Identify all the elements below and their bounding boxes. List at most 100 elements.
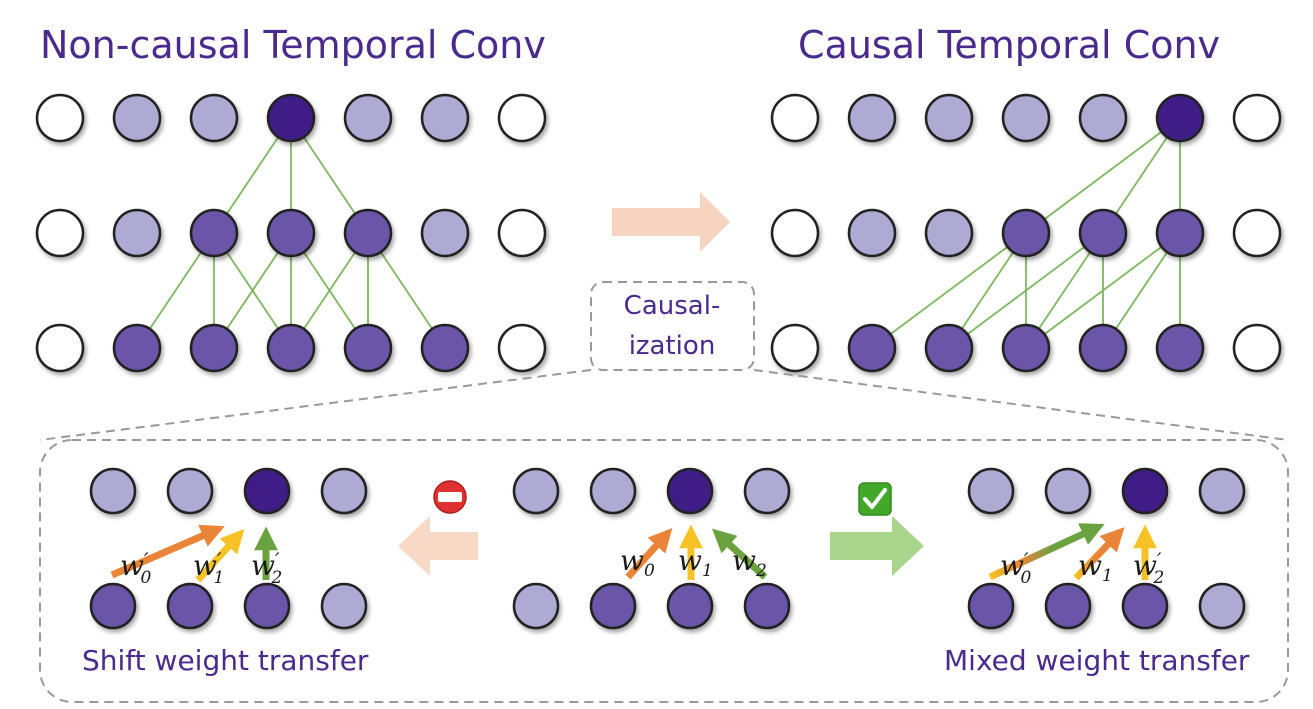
middle-arrows bbox=[625, 524, 768, 580]
mixed-top-node-2 bbox=[1121, 467, 1169, 515]
middle-bottom-node-2 bbox=[666, 582, 714, 630]
mixed-top-node-3 bbox=[1198, 467, 1246, 515]
shift-top-node-0 bbox=[89, 467, 137, 515]
causalization-box: Causal- ization bbox=[590, 281, 755, 371]
noncausal-node-r1-c0 bbox=[35, 208, 85, 258]
causal-edge bbox=[1025, 232, 1181, 349]
shift-bottom-node-1 bbox=[166, 582, 214, 630]
causal-node-r1-c2 bbox=[924, 208, 974, 258]
shift-bottom-node-0 bbox=[89, 582, 137, 630]
shift-top-node-1 bbox=[166, 467, 214, 515]
nodes-shift bbox=[89, 467, 368, 630]
noncausal-node-r0-c2 bbox=[189, 93, 239, 143]
middle-weight-label-2: w2 bbox=[732, 544, 767, 581]
causal-node-r0-c3 bbox=[1001, 93, 1051, 143]
causal-node-r1-c5 bbox=[1155, 208, 1205, 258]
causal-node-r2-c1 bbox=[847, 323, 897, 373]
reject-arrow bbox=[398, 516, 478, 576]
nodes-mixed bbox=[967, 467, 1246, 630]
shift-bottom-node-2 bbox=[243, 582, 291, 630]
causal-edge bbox=[948, 232, 1104, 349]
mixed-top-node-1 bbox=[1044, 467, 1092, 515]
noncausal-node-r0-c4 bbox=[343, 93, 393, 143]
middle-top-node-0 bbox=[512, 467, 560, 515]
causal-node-r1-c1 bbox=[847, 208, 897, 258]
title-noncausal: Non-causal Temporal Conv bbox=[40, 23, 546, 67]
nodes-noncausal bbox=[35, 93, 547, 373]
mixed-bottom-node-2 bbox=[1121, 582, 1169, 630]
shift-weight-label-2: w′ 2 bbox=[251, 548, 282, 588]
nodes-causal bbox=[770, 93, 1282, 373]
causalization-line1: Causal- bbox=[624, 291, 721, 321]
mixed-arrows bbox=[988, 523, 1157, 581]
noncausal-node-r0-c5 bbox=[420, 93, 470, 143]
mixed-bottom-node-0 bbox=[967, 582, 1015, 630]
middle-bottom-node-0 bbox=[512, 582, 560, 630]
noncausal-node-r0-c6 bbox=[497, 93, 547, 143]
caption-mixed: Mixed weight transfer bbox=[944, 644, 1250, 677]
noncausal-node-r2-c5 bbox=[420, 323, 470, 373]
noncausal-node-r0-c0 bbox=[35, 93, 85, 143]
noncausal-node-r2-c0 bbox=[35, 323, 85, 373]
causal-node-r0-c6 bbox=[1232, 93, 1282, 143]
causal-node-r0-c2 bbox=[924, 93, 974, 143]
noncausal-node-r2-c4 bbox=[343, 323, 393, 373]
mixed-bottom-node-1 bbox=[1044, 582, 1092, 630]
mixed-bottom-node-3 bbox=[1198, 582, 1246, 630]
causal-edge bbox=[1025, 117, 1181, 234]
causal-node-r2-c5 bbox=[1155, 323, 1205, 373]
causal-node-r1-c6 bbox=[1232, 208, 1282, 258]
shift-bottom-node-3 bbox=[320, 582, 368, 630]
shift-top-node-3 bbox=[320, 467, 368, 515]
causal-node-r2-c2 bbox=[924, 323, 974, 373]
mixed-weight-label-2: w′ 2 bbox=[1133, 548, 1164, 588]
middle-bottom-node-1 bbox=[589, 582, 637, 630]
causal-node-r0-c4 bbox=[1078, 93, 1128, 143]
noncausal-node-r1-c1 bbox=[112, 208, 162, 258]
noncausal-node-r2-c2 bbox=[189, 323, 239, 373]
noncausal-node-r2-c6 bbox=[497, 323, 547, 373]
middle-weight-label-0: w0 bbox=[620, 544, 655, 581]
causal-node-r1-c3 bbox=[1001, 208, 1051, 258]
middle-top-node-3 bbox=[743, 467, 791, 515]
transform-arrow bbox=[612, 192, 730, 252]
causal-node-r2-c6 bbox=[1232, 323, 1282, 373]
causal-node-r0-c5 bbox=[1155, 93, 1205, 143]
title-causal: Causal Temporal Conv bbox=[798, 23, 1220, 67]
causal-node-r1-c4 bbox=[1078, 208, 1128, 258]
mixed-weight-label-1: w1 bbox=[1078, 549, 1113, 586]
noncausal-node-r0-c1 bbox=[112, 93, 162, 143]
middle-bottom-node-3 bbox=[743, 582, 791, 630]
noncausal-node-r1-c4 bbox=[343, 208, 393, 258]
noncausal-node-r1-c3 bbox=[266, 208, 316, 258]
noncausal-node-r1-c6 bbox=[497, 208, 547, 258]
zoom-panel bbox=[39, 369, 1289, 703]
causal-node-r2-c4 bbox=[1078, 323, 1128, 373]
middle-weight-label-1: w1 bbox=[678, 544, 713, 581]
causal-edge bbox=[871, 232, 1027, 349]
middle-top-node-1 bbox=[589, 467, 637, 515]
noncausal-node-r0-c3 bbox=[266, 93, 316, 143]
causal-node-r0-c0 bbox=[770, 93, 820, 143]
noncausal-node-r1-c2 bbox=[189, 208, 239, 258]
causal-node-r0-c1 bbox=[847, 93, 897, 143]
causal-node-r2-c3 bbox=[1001, 323, 1051, 373]
no-entry-icon bbox=[433, 480, 467, 514]
shift-arrows bbox=[110, 524, 278, 583]
causalization-line2: ization bbox=[629, 331, 716, 361]
check-mark-icon bbox=[858, 482, 892, 516]
mixed-weight-label-0: w′ 0 bbox=[1000, 548, 1032, 588]
causal-node-r1-c0 bbox=[770, 208, 820, 258]
noncausal-node-r1-c5 bbox=[420, 208, 470, 258]
shift-weight-label-0: w′ 0 bbox=[120, 548, 152, 588]
shift-weight-label-1: w′ 1 bbox=[193, 548, 224, 588]
nodes-middle bbox=[512, 467, 791, 630]
shift-top-node-2 bbox=[243, 467, 291, 515]
caption-shift: Shift weight transfer bbox=[82, 644, 369, 677]
noncausal-node-r2-c3 bbox=[266, 323, 316, 373]
noncausal-node-r2-c1 bbox=[112, 323, 162, 373]
accept-arrow bbox=[830, 516, 924, 576]
middle-top-node-2 bbox=[666, 467, 714, 515]
mixed-top-node-0 bbox=[967, 467, 1015, 515]
